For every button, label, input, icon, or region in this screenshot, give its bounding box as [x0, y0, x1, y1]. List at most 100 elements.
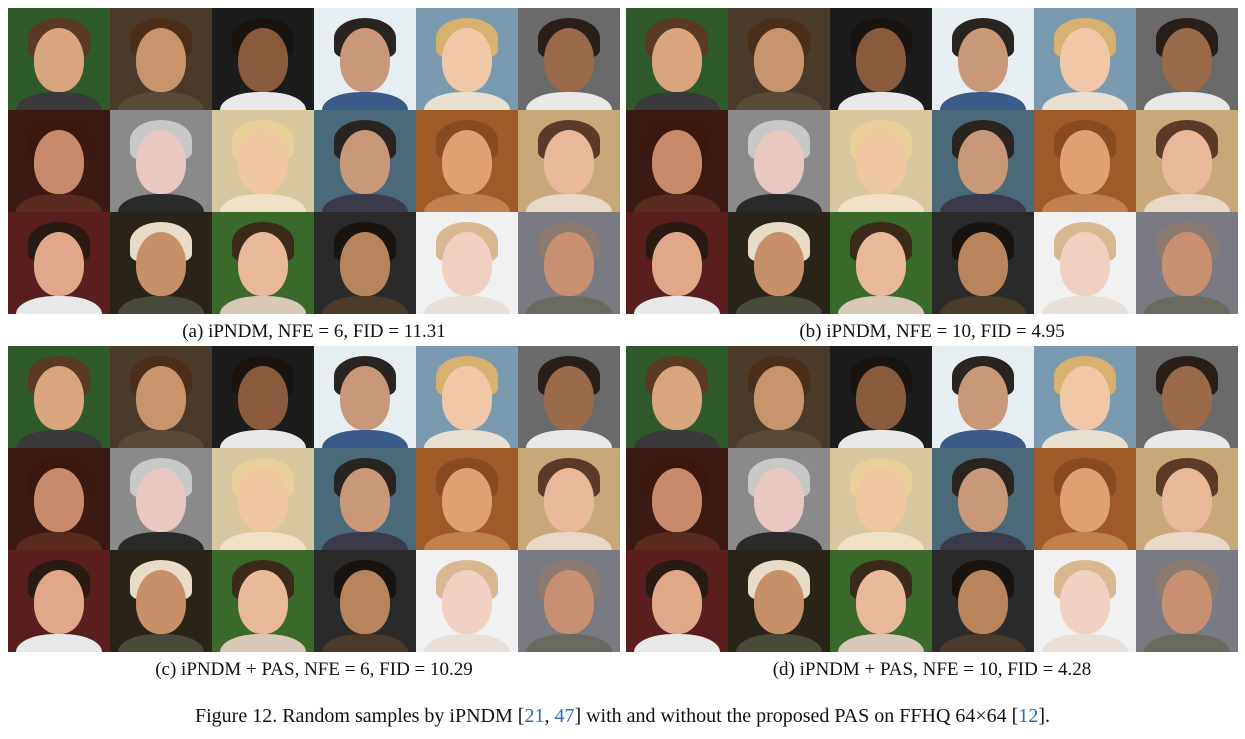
citation-link[interactable]: 21	[524, 705, 545, 727]
face-shoulders	[526, 296, 612, 314]
face-shoulders	[424, 92, 510, 110]
face-shoulders	[736, 634, 822, 652]
face-head	[136, 366, 186, 430]
face-sample-image	[626, 550, 728, 652]
face-head	[652, 468, 702, 532]
face-head	[340, 468, 390, 532]
face-shoulders	[16, 430, 102, 448]
face-sample-image	[212, 346, 314, 448]
face-shoulders	[16, 532, 102, 550]
face-sample-image	[416, 212, 518, 314]
face-shoulders	[838, 430, 924, 448]
face-shoulders	[1144, 430, 1230, 448]
face-head	[1162, 130, 1212, 194]
face-shoulders	[1144, 634, 1230, 652]
face-shoulders	[1144, 296, 1230, 314]
face-head	[652, 366, 702, 430]
face-head	[238, 28, 288, 92]
face-shoulders	[838, 532, 924, 550]
face-shoulders	[322, 194, 408, 212]
face-head	[544, 468, 594, 532]
face-sample-image	[212, 550, 314, 652]
face-shoulders	[526, 92, 612, 110]
face-sample-image	[830, 448, 932, 550]
panel-caption: (b) iPNDM, NFE = 10, FID = 4.95	[799, 321, 1065, 342]
face-shoulders	[940, 194, 1026, 212]
face-head	[34, 468, 84, 532]
face-head	[34, 28, 84, 92]
face-head	[340, 366, 390, 430]
face-head	[754, 468, 804, 532]
face-head	[1162, 28, 1212, 92]
sample-grid	[626, 346, 1238, 652]
face-sample-image	[314, 212, 416, 314]
face-head	[442, 232, 492, 296]
caption-suffix: ].	[1038, 705, 1050, 727]
face-head	[136, 570, 186, 634]
face-sample-image	[8, 110, 110, 212]
face-shoulders	[526, 430, 612, 448]
face-sample-image	[8, 346, 110, 448]
face-sample-image	[314, 448, 416, 550]
face-shoulders	[118, 532, 204, 550]
face-head	[856, 130, 906, 194]
face-sample-image	[518, 212, 620, 314]
citation-link[interactable]: 47	[554, 705, 575, 727]
face-sample-image	[728, 448, 830, 550]
face-head	[652, 232, 702, 296]
face-shoulders	[322, 634, 408, 652]
face-head	[856, 366, 906, 430]
face-shoulders	[736, 92, 822, 110]
face-shoulders	[1042, 296, 1128, 314]
face-shoulders	[526, 634, 612, 652]
face-shoulders	[16, 296, 102, 314]
face-shoulders	[1042, 532, 1128, 550]
face-sample-image	[1034, 212, 1136, 314]
face-sample-image	[1034, 448, 1136, 550]
face-shoulders	[634, 296, 720, 314]
face-head	[652, 28, 702, 92]
face-shoulders	[634, 194, 720, 212]
face-sample-image	[626, 448, 728, 550]
face-sample-image	[1136, 346, 1238, 448]
caption-middle: ] with and without the proposed PAS on F…	[574, 705, 1019, 727]
face-head	[754, 28, 804, 92]
face-head	[544, 232, 594, 296]
face-sample-image	[932, 346, 1034, 448]
face-shoulders	[220, 634, 306, 652]
face-head	[544, 366, 594, 430]
face-shoulders	[940, 634, 1026, 652]
face-shoulders	[220, 430, 306, 448]
face-head	[238, 232, 288, 296]
face-sample-image	[626, 212, 728, 314]
face-sample-image	[518, 346, 620, 448]
face-sample-image	[518, 448, 620, 550]
face-head	[136, 468, 186, 532]
face-shoulders	[118, 634, 204, 652]
face-shoulders	[736, 532, 822, 550]
face-sample-image	[212, 110, 314, 212]
panel-d: (d) iPNDM + PAS, NFE = 10, FID = 4.28	[626, 346, 1238, 682]
face-head	[1060, 28, 1110, 92]
caption-separator: ,	[544, 705, 555, 727]
face-sample-image	[728, 8, 830, 110]
face-sample-image	[932, 212, 1034, 314]
panel-a: (a) iPNDM, NFE = 6, FID = 11.31	[8, 8, 620, 344]
face-shoulders	[940, 532, 1026, 550]
face-head	[856, 468, 906, 532]
face-sample-image	[830, 346, 932, 448]
face-sample-image	[728, 110, 830, 212]
face-head	[754, 130, 804, 194]
face-head	[340, 570, 390, 634]
citation-link[interactable]: 12	[1018, 705, 1039, 727]
face-head	[1162, 366, 1212, 430]
face-head	[442, 468, 492, 532]
face-head	[754, 366, 804, 430]
face-shoulders	[220, 194, 306, 212]
face-head	[754, 570, 804, 634]
face-shoulders	[940, 296, 1026, 314]
face-head	[1162, 570, 1212, 634]
figure-caption: Figure 12. Random samples by iPNDM [21, …	[0, 703, 1245, 729]
sample-grid	[8, 346, 620, 652]
face-head	[442, 570, 492, 634]
